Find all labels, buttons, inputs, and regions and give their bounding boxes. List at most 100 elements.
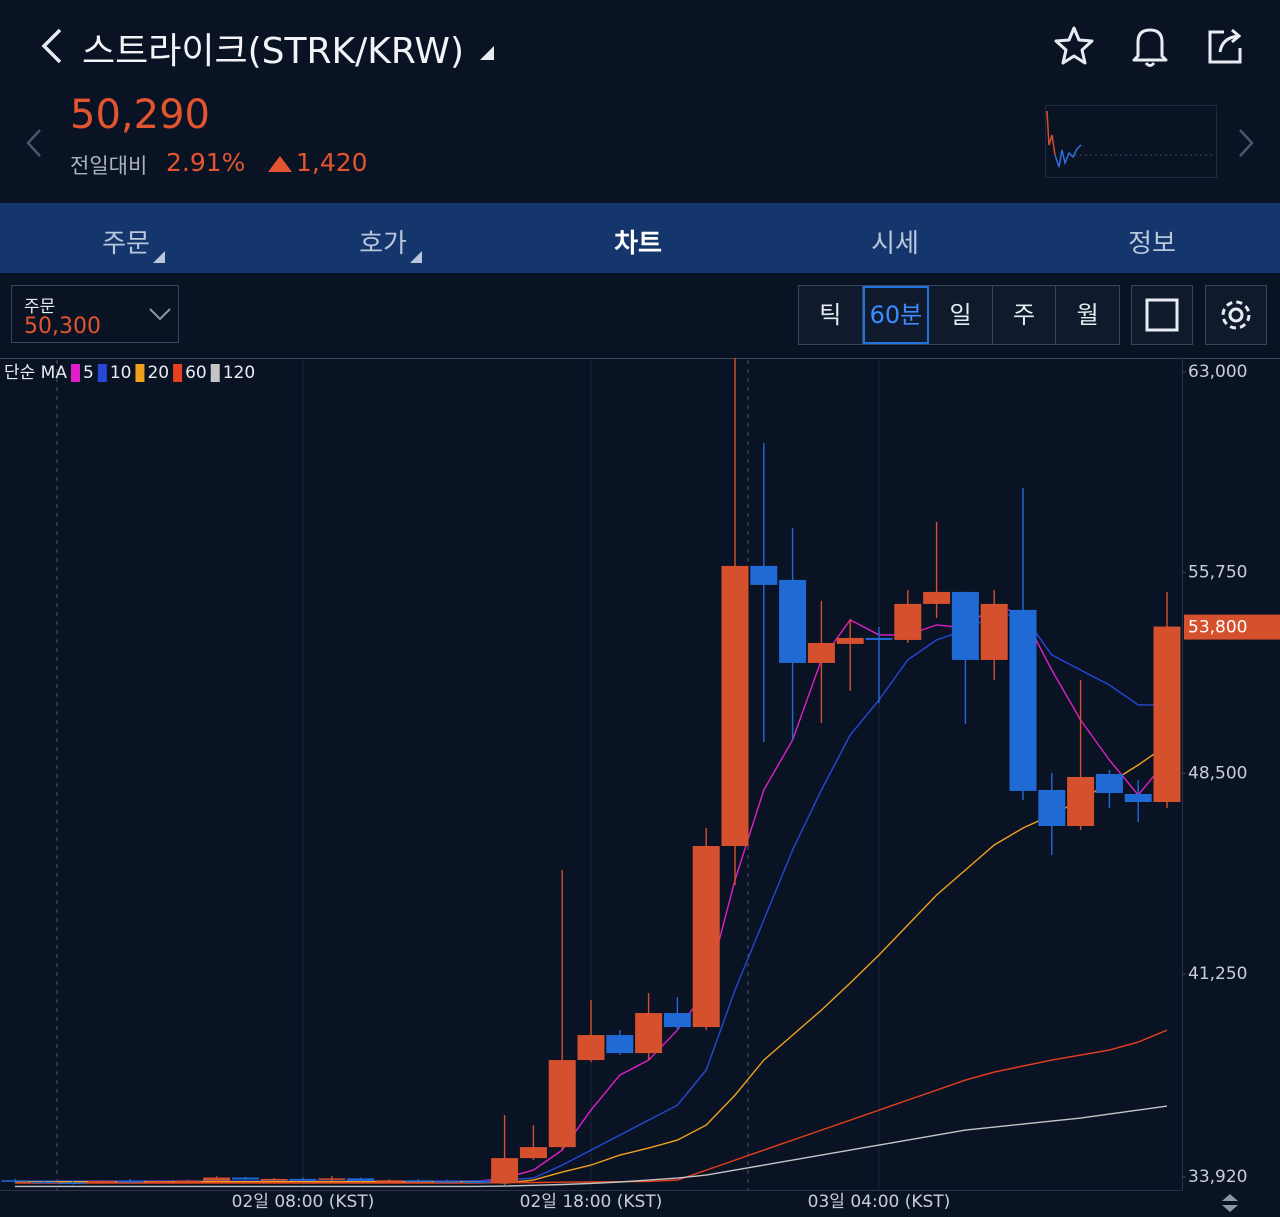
y-tick-label: 63,000: [1188, 362, 1247, 382]
candle-body: [1067, 776, 1095, 826]
candle-body: [145, 1181, 173, 1183]
legend-label: 10: [110, 363, 132, 383]
y-tick-label: 33,920: [1188, 1167, 1247, 1187]
change-rate: 2.91%: [166, 148, 246, 177]
candle-body: [635, 1013, 663, 1054]
candle-body: [750, 565, 778, 585]
candle-body: [923, 591, 951, 604]
candle-body: [1095, 773, 1123, 793]
tab-corner: [153, 251, 165, 263]
ma-line: [15, 744, 1168, 1184]
last-price-tag: [1184, 614, 1280, 640]
candle-body: [1038, 789, 1066, 826]
tab[interactable]: 주문: [102, 229, 150, 259]
candle-body: [1153, 626, 1181, 802]
tab-active[interactable]: 차트: [614, 229, 662, 259]
square-icon: [1145, 298, 1179, 332]
legend-label: 60: [185, 363, 207, 383]
candle-body: [231, 1177, 259, 1180]
fullscreen-button[interactable]: [1131, 285, 1193, 345]
legend-swatch: [173, 364, 183, 382]
legend-swatch: [70, 364, 80, 382]
candle-body: [894, 603, 922, 640]
candle-body: [779, 579, 807, 663]
tab[interactable]: 시세: [871, 229, 919, 259]
mini-chart[interactable]: [1045, 105, 1217, 178]
candle-body: [1124, 793, 1152, 802]
legend-label: 5: [83, 363, 94, 383]
current-price: 50,290: [70, 92, 210, 138]
candle-body: [433, 1181, 461, 1183]
title-dropdown[interactable]: [478, 44, 496, 62]
last-price-label: 53,800: [1188, 618, 1247, 638]
candle-body: [1009, 609, 1037, 791]
order-price: 50,300: [24, 314, 101, 339]
period-button[interactable]: 주: [993, 286, 1057, 344]
candle-body: [519, 1147, 547, 1159]
order-label: 주문: [24, 297, 56, 317]
candle-body: [980, 603, 1008, 660]
candle-body: [260, 1178, 288, 1181]
candle-body: [347, 1178, 375, 1181]
candle-body: [174, 1180, 202, 1183]
candle-body: [865, 637, 893, 640]
share-icon[interactable]: [1204, 24, 1248, 68]
legend-label: 120: [223, 363, 255, 383]
legend-swatch: [210, 364, 220, 382]
tab[interactable]: 호가: [359, 229, 407, 259]
alarm-icon[interactable]: [1128, 22, 1172, 68]
up-triangle: [268, 156, 292, 172]
favorite-icon[interactable]: [1052, 24, 1096, 68]
tab[interactable]: 정보: [1128, 229, 1176, 259]
y-tick-label: 48,500: [1188, 763, 1247, 783]
candle-body: [375, 1180, 403, 1182]
page-title[interactable]: 스트라이크(STRK/KRW): [82, 31, 465, 72]
candle-body: [203, 1177, 231, 1181]
candle-body: [577, 1035, 605, 1061]
candle-body: [289, 1178, 317, 1181]
legend-label: 20: [147, 363, 169, 383]
period-button[interactable]: 일: [929, 286, 993, 344]
candle-body: [663, 1013, 691, 1028]
settings-button[interactable]: [1205, 285, 1267, 345]
axis-scale-handle[interactable]: [1222, 1194, 1238, 1212]
candlestick-chart: 63,000 55,750 48,500 41,250 33,920 02일 08:00 …: [0, 358, 1280, 1212]
ma-line: [15, 1029, 1168, 1184]
candle-body: [807, 642, 835, 663]
gear-icon: [1221, 300, 1251, 330]
x-tick-label: 02일 18:00 (KST): [520, 1192, 663, 1212]
tab-corner: [410, 251, 422, 263]
candle-body: [1, 1180, 29, 1182]
period-button[interactable]: 월: [1076, 301, 1099, 329]
candle-body: [116, 1180, 144, 1183]
tab-bar: 주문 호가 차트 시세 정보: [0, 203, 1280, 273]
legend-title: 단순 MA: [4, 363, 67, 383]
candle-body: [606, 1035, 634, 1054]
candle-body: [548, 1060, 576, 1148]
legend-swatch: [135, 364, 145, 382]
legend-swatch: [97, 364, 107, 382]
candle-body: [318, 1178, 346, 1180]
period-selector: 틱 60분 일 주 월: [798, 285, 1120, 345]
y-tick-label: 41,250: [1188, 964, 1247, 984]
candle-body: [87, 1180, 115, 1184]
x-tick-label: 02일 08:00 (KST): [232, 1192, 375, 1212]
candle-body: [836, 637, 864, 644]
candle-body: [462, 1181, 490, 1184]
order-price-box[interactable]: 주문 50,300: [11, 285, 179, 343]
candle-body: [59, 1182, 87, 1185]
candle-body: [491, 1158, 519, 1184]
next-arrow[interactable]: [1236, 128, 1256, 158]
candle-body: [404, 1180, 432, 1182]
y-tick-label: 55,750: [1188, 563, 1247, 583]
change-amount: 1,420: [296, 148, 368, 177]
period-button-active[interactable]: 60분: [862, 286, 930, 344]
x-tick-label: 03일 04:00 (KST): [808, 1192, 951, 1212]
candle-body: [721, 565, 749, 847]
candle-body: [30, 1181, 58, 1184]
back-button[interactable]: [36, 26, 66, 66]
prev-arrow[interactable]: [24, 128, 44, 158]
period-button[interactable]: 틱: [799, 286, 863, 344]
change-label: 전일대비: [70, 154, 148, 178]
